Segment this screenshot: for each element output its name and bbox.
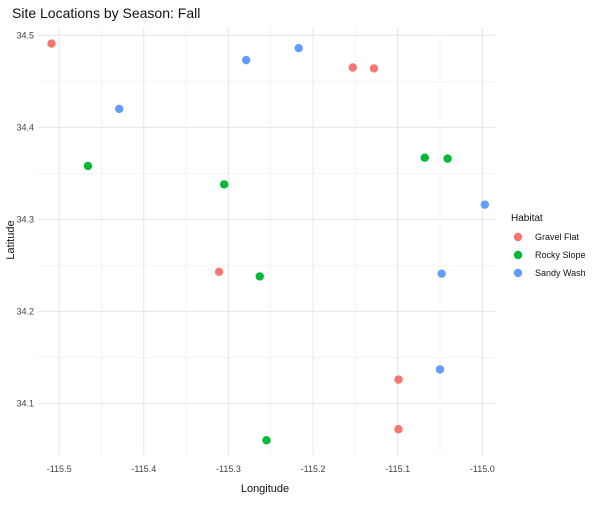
data-point-sandy-wash (115, 104, 124, 114)
data-point-rocky-slope (83, 161, 93, 171)
data-point-sandy-wash (437, 269, 446, 278)
y-axis-title: Latitude (5, 220, 17, 259)
data-point-sandy-wash (241, 55, 251, 65)
data-point-rocky-slope (219, 180, 229, 189)
legend-label-gravel-flat: Gravel Flat (535, 232, 580, 242)
data-point-sandy-wash (480, 200, 490, 209)
data-point-gravel-flat (394, 375, 403, 384)
x-tick-label: -115.3 (216, 464, 241, 474)
y-tick-label: 34.5 (16, 30, 34, 40)
x-tick-label: -115.0 (470, 464, 495, 474)
x-tick-label: -115.4 (131, 464, 156, 474)
x-axis-title: Longitude (241, 483, 289, 495)
data-point-rocky-slope (443, 154, 452, 163)
y-tick-label: 34.3 (16, 214, 34, 224)
point-layer (47, 39, 490, 445)
x-tick-label: -115.5 (47, 464, 72, 474)
data-point-sandy-wash (435, 365, 445, 374)
data-point-gravel-flat (369, 64, 379, 73)
y-tick-label: 34.4 (16, 122, 34, 132)
data-point-gravel-flat (394, 425, 403, 434)
x-tick-label: -115.1 (385, 464, 410, 474)
legend-key-sandy-wash (513, 268, 523, 278)
data-point-sandy-wash (294, 43, 303, 53)
x-tick-label: -115.2 (301, 464, 326, 474)
legend-items: Gravel Flat Rocky Slope Sandy Wash (513, 232, 586, 278)
chart-title: Site Locations by Season: Fall (12, 5, 201, 21)
data-point-gravel-flat (348, 63, 358, 72)
legend-label-sandy-wash: Sandy Wash (535, 268, 586, 278)
data-point-rocky-slope (255, 272, 264, 281)
legend-label-rocky-slope: Rocky Slope (535, 250, 586, 260)
y-tick-label: 34.2 (16, 306, 34, 316)
data-point-rocky-slope (420, 153, 429, 162)
y-tick-label: 34.1 (16, 398, 34, 408)
legend: Habitat Gravel Flat Rocky Slope Sandy Wash (511, 213, 586, 278)
grid-layer (38, 27, 495, 455)
data-point-gravel-flat (214, 267, 224, 277)
data-point-rocky-slope (262, 436, 271, 445)
legend-key-rocky-slope (513, 250, 523, 260)
legend-title: Habitat (511, 213, 543, 224)
data-point-gravel-flat (47, 39, 56, 48)
tick-layer: -115.5 -115.4 -115.3 -115.2 -115.1 -115.0 34.1… (16, 30, 494, 474)
legend-key-gravel-flat (513, 232, 523, 242)
